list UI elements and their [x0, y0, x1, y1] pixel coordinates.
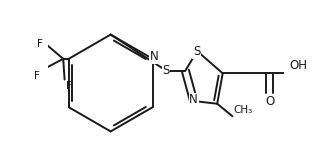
Text: F: F [37, 39, 43, 49]
Text: CH₃: CH₃ [234, 105, 253, 115]
Text: S: S [162, 64, 170, 77]
Text: S: S [193, 45, 201, 58]
Text: F: F [66, 81, 72, 91]
Text: N: N [189, 93, 198, 106]
Text: O: O [265, 95, 274, 108]
Text: OH: OH [289, 59, 307, 72]
Text: F: F [35, 71, 40, 81]
Text: N: N [150, 50, 158, 63]
